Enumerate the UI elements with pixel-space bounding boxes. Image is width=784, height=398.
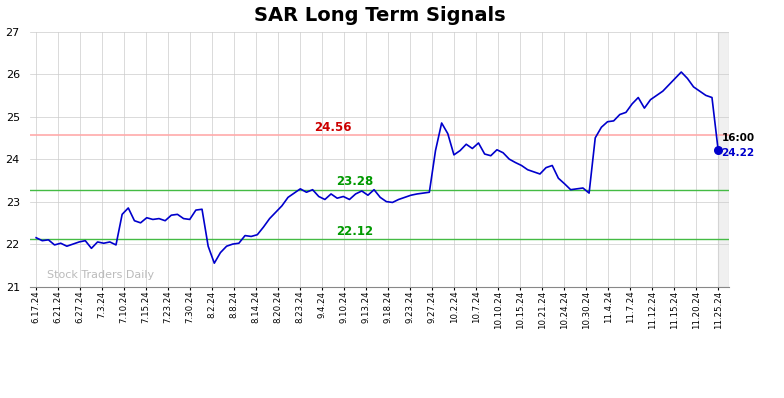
Text: 24.22: 24.22 xyxy=(721,148,754,158)
Point xyxy=(712,146,724,153)
Title: SAR Long Term Signals: SAR Long Term Signals xyxy=(253,6,505,25)
Text: Stock Traders Daily: Stock Traders Daily xyxy=(47,270,154,280)
Text: 16:00: 16:00 xyxy=(721,133,754,143)
Text: 22.12: 22.12 xyxy=(336,225,374,238)
Text: 24.56: 24.56 xyxy=(314,121,352,134)
Bar xyxy=(718,32,729,287)
Text: 23.28: 23.28 xyxy=(336,176,374,188)
